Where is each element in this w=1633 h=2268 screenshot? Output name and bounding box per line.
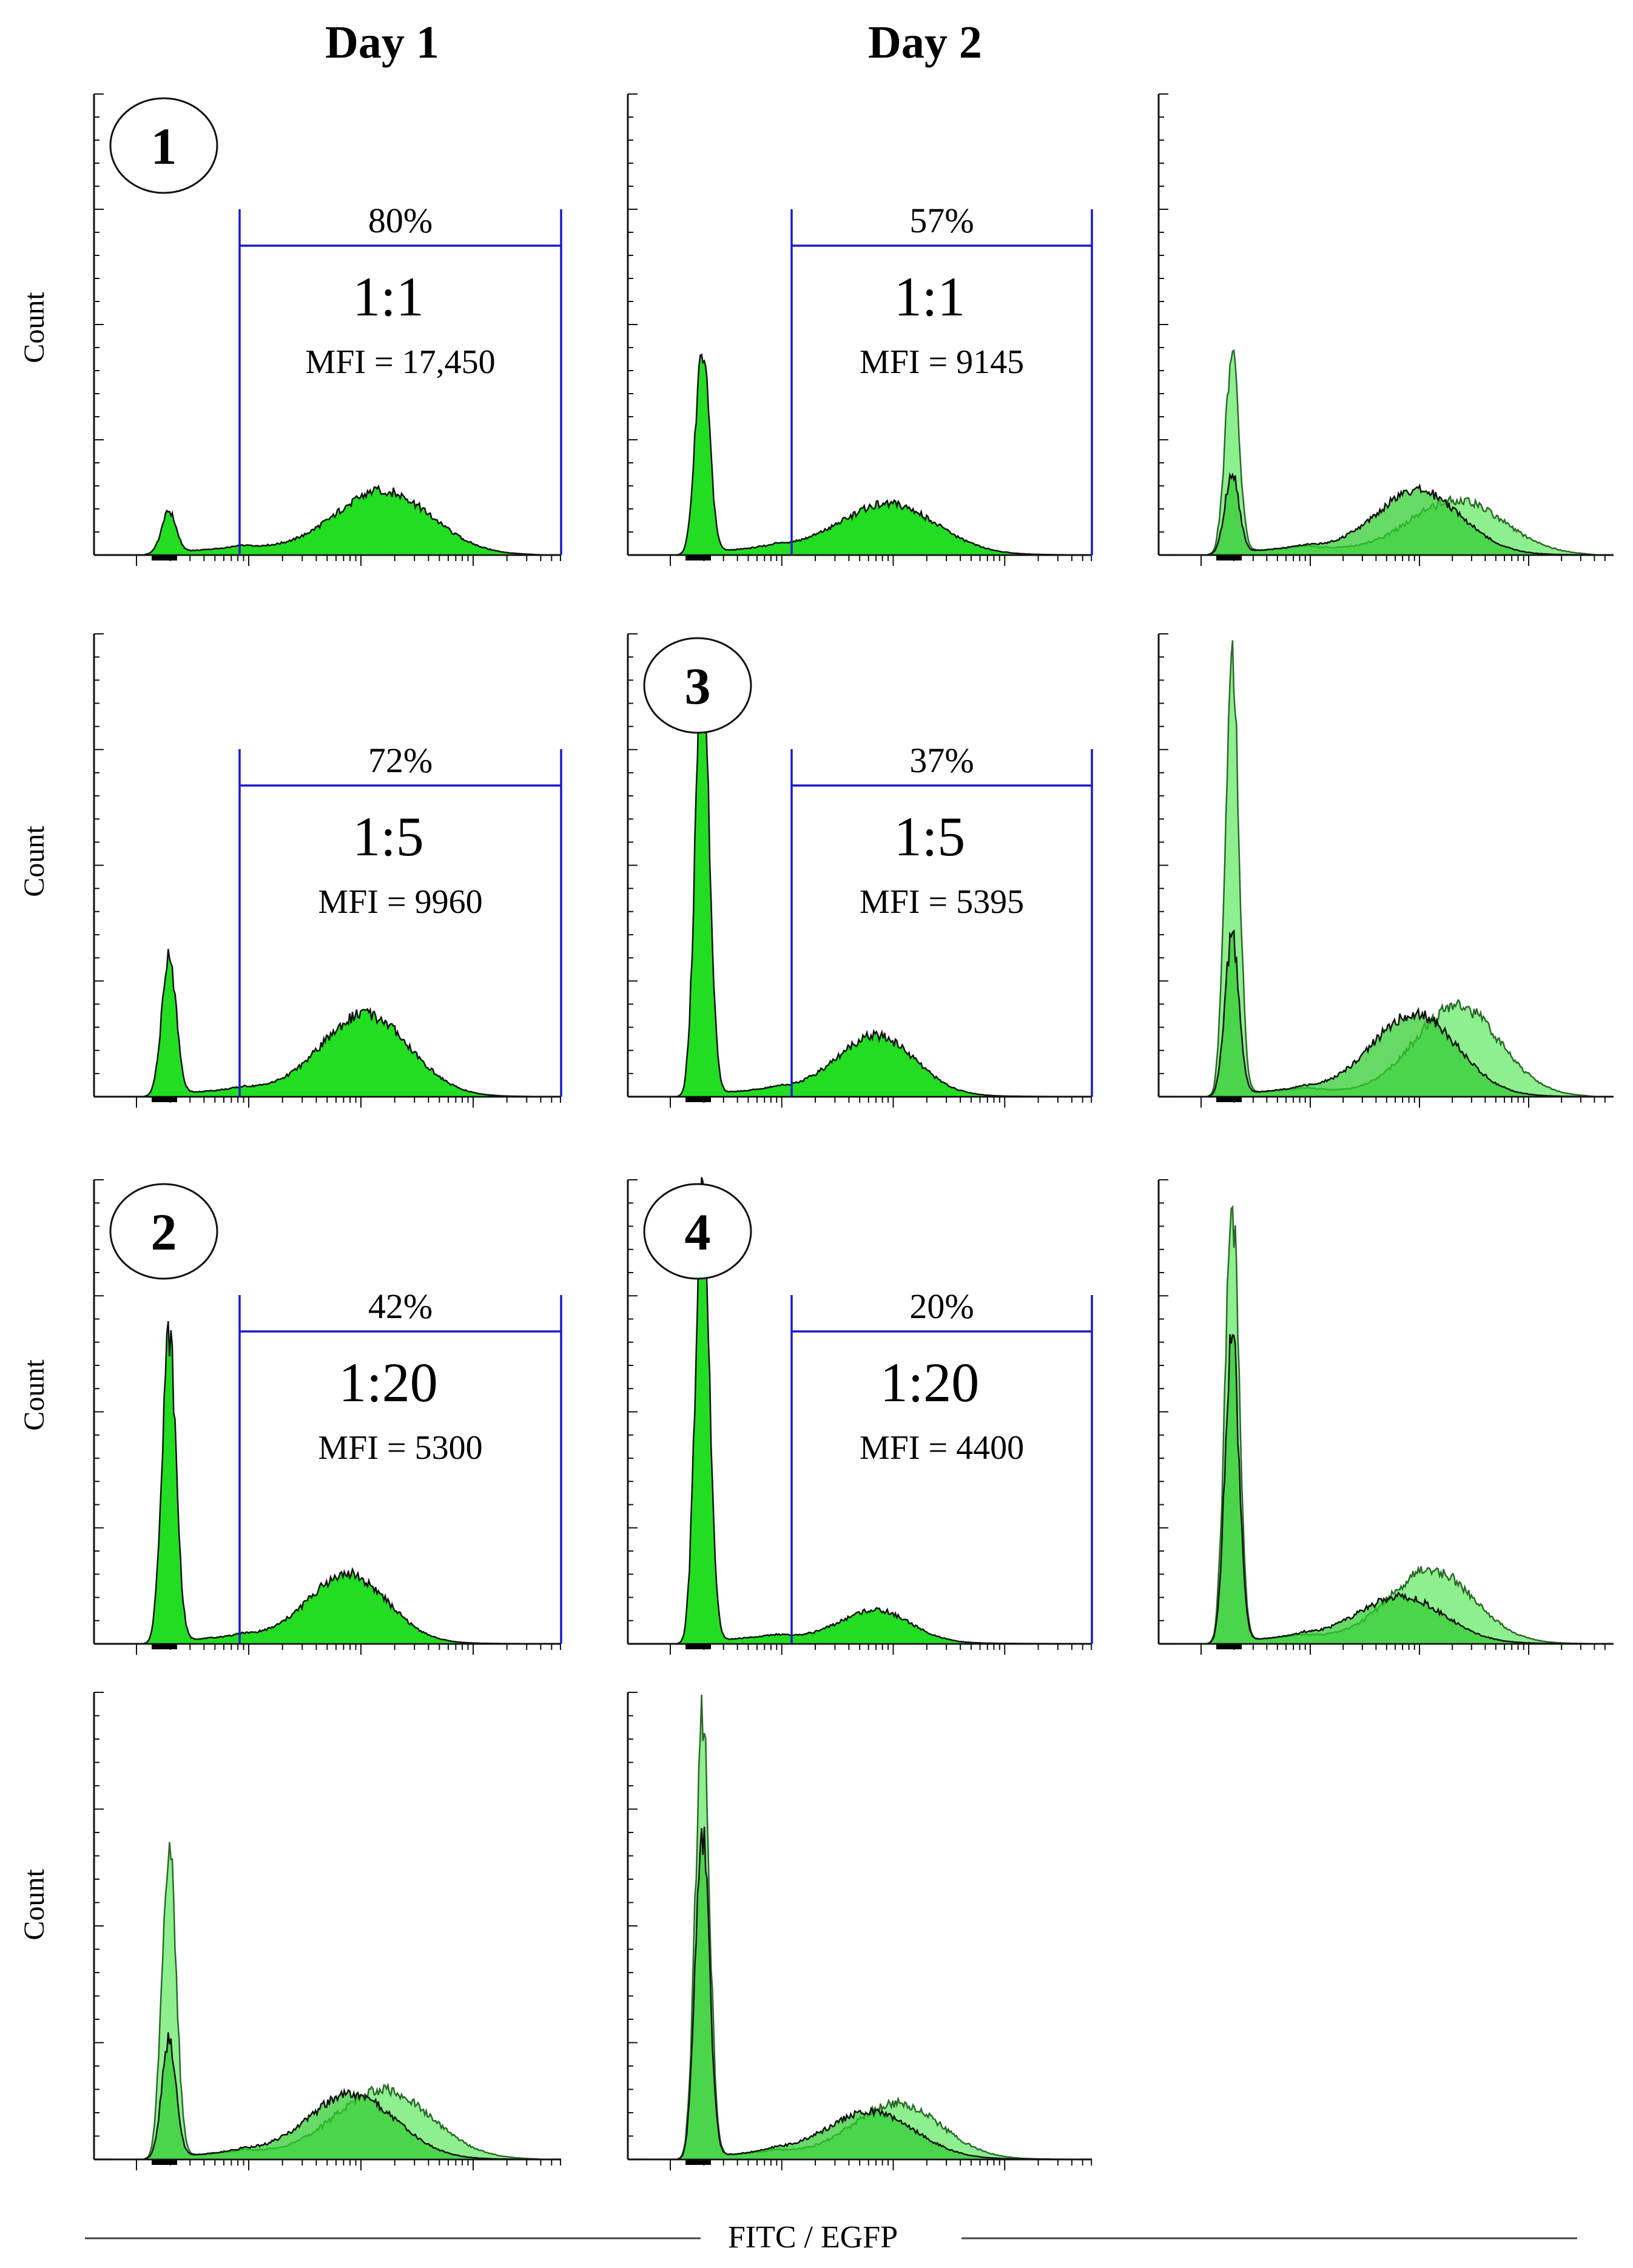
panel-r2c2: 3 37% 1:5 MFI = 5395 [627,633,1093,1108]
mfi-value: MFI = 5300 [318,1429,482,1467]
dilution-ratio: 1:1 [352,266,424,328]
dilution-ratio: 1:20 [880,1351,980,1413]
histogram-series-primary [646,353,1080,556]
badge-number: 3 [685,657,711,715]
gate-percent: 72% [368,741,433,780]
panel-r4c2 [627,1692,1093,2170]
panel-r2c3 [1157,633,1614,1108]
gate-percent: 80% [368,201,433,240]
panel-r4c1 [93,1692,561,2170]
mfi-value: MFI = 9145 [860,343,1024,381]
badge-circle [109,97,218,194]
badge-circle [643,637,752,734]
gate-percent: 20% [909,1287,974,1326]
x-axis-label: FITC / EGFP [728,2220,898,2255]
histogram-series-primary [112,1321,549,1645]
mfi-value: MFI = 17,450 [305,343,495,381]
histogram-series-primary [112,949,549,1098]
panel-r2c1: 72% 1:5 MFI = 9960 [93,633,562,1108]
panel-r1c2: 57% 1:1 MFI = 9145 [627,93,1093,566]
histogram-series-day2 [1177,472,1601,556]
panel-r1c3 [1157,93,1614,566]
panel-r1c1: 1 80% 1:1 MFI = 17,450 [93,93,562,566]
panel-r3c1: 2 42% 1:20 MFI = 5300 [93,1179,562,1655]
badge-circle [109,1183,218,1280]
histogram-series-day2 [112,2032,549,2161]
histogram-panels: Count Count Count Count 1 80% 1:1 MFI = 17,450 5… [18,93,1614,2170]
histogram-series-day2 [1177,1334,1601,1645]
dilution-ratio: 1:5 [352,806,424,867]
gate-percent: 37% [909,741,974,780]
histogram-series-primary [646,654,1080,1098]
histogram-series-day2 [646,1826,1080,2161]
y-axis-label-row2: Count [18,826,50,897]
panel-r3c2: 4 20% 1:20 MFI = 4400 [627,1177,1093,1655]
column-header-day2: Day 2 [868,17,982,68]
column-header-day1: Day 1 [325,17,439,68]
gate-percent: 42% [368,1287,433,1326]
histogram-series-day2 [1177,929,1601,1098]
panel-r3c3 [1157,1179,1614,1655]
badge-circle [643,1183,752,1280]
badge-number: 4 [685,1203,711,1261]
y-axis-label-row1: Count [18,292,50,363]
dilution-ratio: 1:5 [894,806,966,867]
badge-number: 1 [151,117,177,175]
gate-percent: 57% [909,201,974,240]
mfi-value: MFI = 5395 [860,883,1024,921]
dilution-ratio: 1:1 [894,266,966,328]
mfi-value: MFI = 4400 [860,1429,1024,1467]
histogram-series-primary [112,484,549,556]
histogram-series-primary [646,1177,1080,1645]
y-axis-label-row4: Count [18,1869,50,1940]
y-axis-label-row3: Count [18,1359,50,1431]
mfi-value: MFI = 9960 [318,883,482,921]
dilution-ratio: 1:20 [338,1351,438,1413]
badge-number: 2 [151,1203,177,1261]
